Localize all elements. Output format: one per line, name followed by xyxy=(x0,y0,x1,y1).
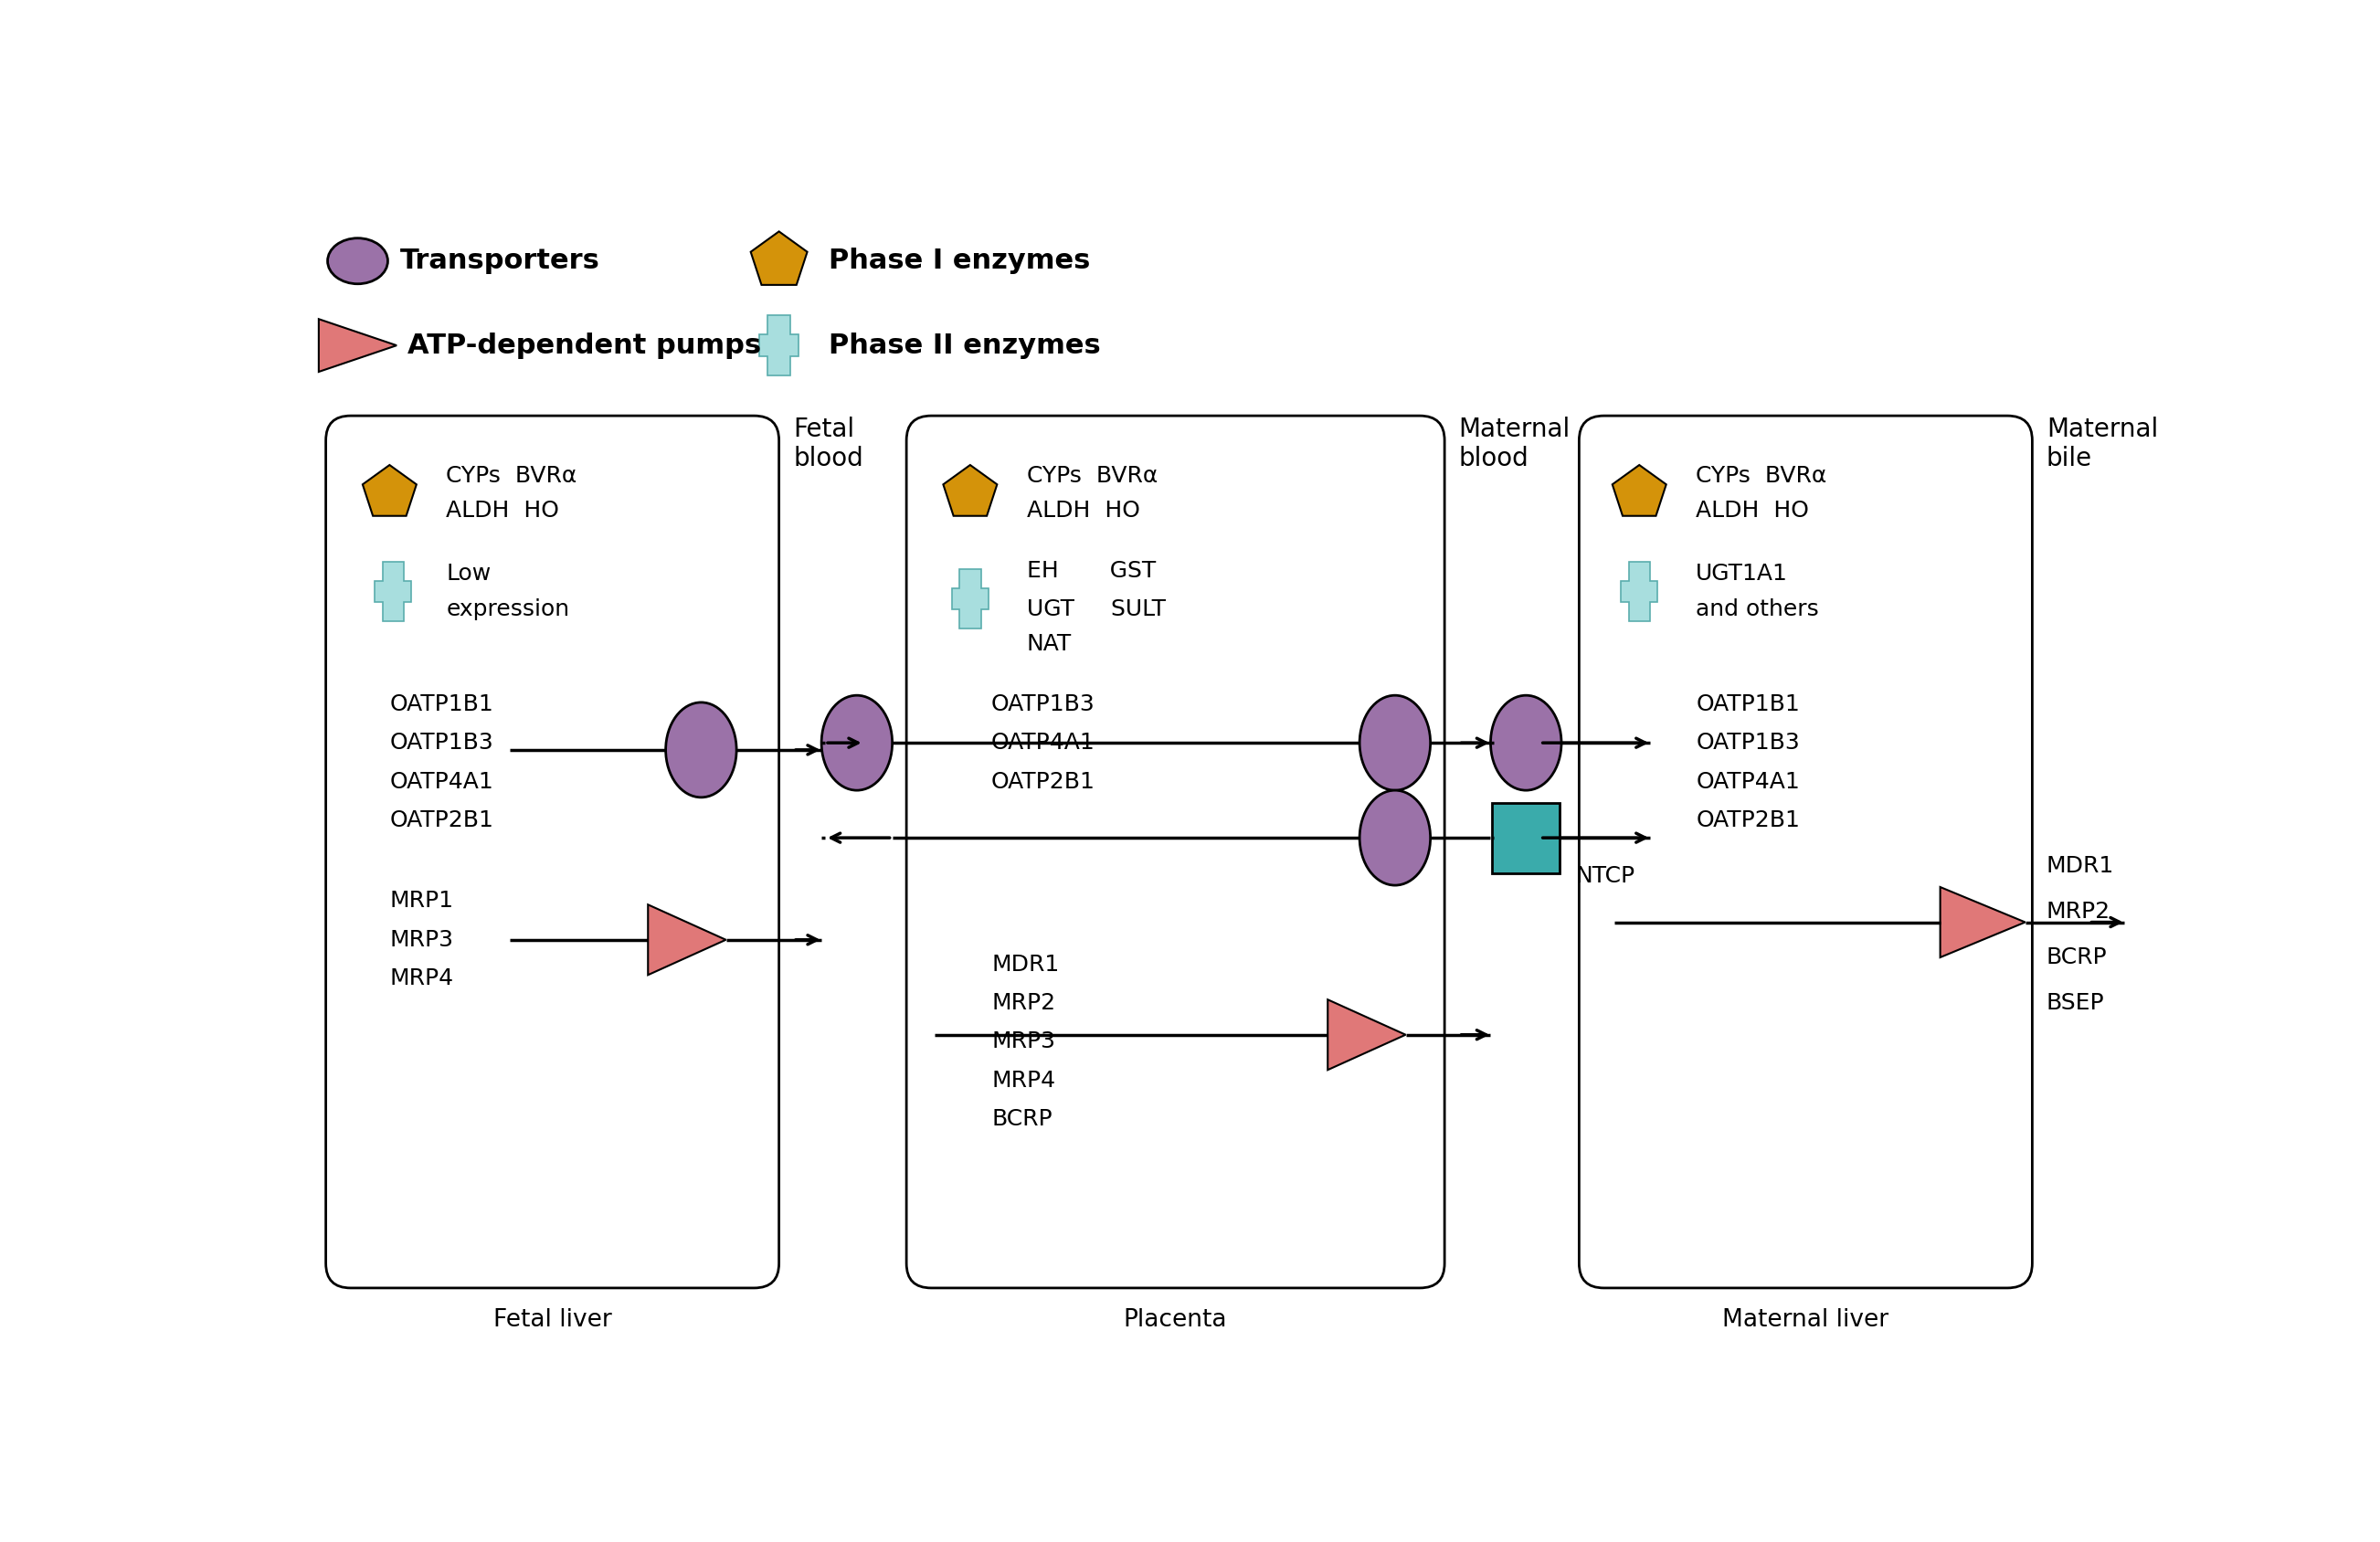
Text: OATP1B1: OATP1B1 xyxy=(1697,694,1799,715)
Polygon shape xyxy=(319,319,397,372)
Ellipse shape xyxy=(666,703,735,797)
Polygon shape xyxy=(1621,561,1659,621)
Text: EH       GST: EH GST xyxy=(1026,560,1157,581)
Polygon shape xyxy=(1611,466,1666,517)
Text: MRP1: MRP1 xyxy=(390,890,455,911)
Polygon shape xyxy=(1328,999,1407,1070)
Text: MRP4: MRP4 xyxy=(390,967,455,990)
Text: OATP1B3: OATP1B3 xyxy=(390,732,493,754)
Text: Placenta: Placenta xyxy=(1123,1308,1228,1331)
Bar xyxy=(1492,803,1559,873)
Polygon shape xyxy=(750,231,807,285)
Text: ALDH  HO: ALDH HO xyxy=(445,500,559,521)
Polygon shape xyxy=(942,466,997,517)
Text: UGT1A1: UGT1A1 xyxy=(1697,563,1787,584)
Polygon shape xyxy=(374,561,412,621)
Text: CYPs  BVRα: CYPs BVRα xyxy=(445,464,578,487)
Text: Phase I enzymes: Phase I enzymes xyxy=(828,248,1090,274)
FancyBboxPatch shape xyxy=(326,416,778,1288)
Text: MRP2: MRP2 xyxy=(992,992,1054,1015)
Text: Phase II enzymes: Phase II enzymes xyxy=(828,332,1100,359)
Polygon shape xyxy=(1940,887,2025,958)
Text: Maternal
blood: Maternal blood xyxy=(1459,416,1571,472)
Polygon shape xyxy=(647,905,726,975)
Text: Maternal liver: Maternal liver xyxy=(1723,1308,1890,1331)
Text: MDR1: MDR1 xyxy=(2047,854,2113,877)
Text: OATP2B1: OATP2B1 xyxy=(992,771,1095,793)
Text: OATP4A1: OATP4A1 xyxy=(1697,771,1799,793)
Text: OATP1B3: OATP1B3 xyxy=(1697,732,1799,754)
FancyBboxPatch shape xyxy=(1578,416,2033,1288)
Text: BSEP: BSEP xyxy=(2047,992,2104,1015)
Text: MRP4: MRP4 xyxy=(992,1070,1054,1092)
Polygon shape xyxy=(952,569,988,629)
Text: CYPs  BVRα: CYPs BVRα xyxy=(1026,464,1157,487)
Text: Transporters: Transporters xyxy=(400,248,600,274)
Text: NAT: NAT xyxy=(1026,634,1071,655)
Ellipse shape xyxy=(1359,791,1430,885)
Ellipse shape xyxy=(1359,695,1430,791)
Text: UGT     SULT: UGT SULT xyxy=(1026,598,1166,620)
Text: Low: Low xyxy=(445,563,490,584)
Text: MRP2: MRP2 xyxy=(2047,901,2111,922)
Text: OATP2B1: OATP2B1 xyxy=(390,810,493,831)
Ellipse shape xyxy=(821,695,892,791)
Text: ALDH  HO: ALDH HO xyxy=(1697,500,1809,521)
Text: Fetal
blood: Fetal blood xyxy=(793,416,864,472)
Text: ALDH  HO: ALDH HO xyxy=(1026,500,1140,521)
Polygon shape xyxy=(759,316,797,375)
Text: Fetal liver: Fetal liver xyxy=(493,1308,612,1331)
Text: expression: expression xyxy=(445,598,569,620)
Text: MRP3: MRP3 xyxy=(992,1030,1054,1053)
Text: MDR1: MDR1 xyxy=(992,953,1059,976)
Text: and others: and others xyxy=(1697,598,1818,620)
Text: Maternal
bile: Maternal bile xyxy=(2047,416,2159,472)
Text: MRP3: MRP3 xyxy=(390,928,455,951)
Text: NTCP: NTCP xyxy=(1576,865,1635,888)
Ellipse shape xyxy=(1490,695,1561,791)
Polygon shape xyxy=(362,466,416,517)
Text: OATP1B3: OATP1B3 xyxy=(992,694,1095,715)
Text: OATP4A1: OATP4A1 xyxy=(992,732,1095,754)
Text: OATP2B1: OATP2B1 xyxy=(1697,810,1799,831)
Text: CYPs  BVRα: CYPs BVRα xyxy=(1697,464,1828,487)
Text: BCRP: BCRP xyxy=(2047,947,2106,968)
Text: ATP-dependent pumps: ATP-dependent pumps xyxy=(407,332,762,359)
Text: OATP1B1: OATP1B1 xyxy=(390,694,493,715)
Text: BCRP: BCRP xyxy=(992,1109,1052,1130)
FancyBboxPatch shape xyxy=(907,416,1445,1288)
Text: OATP4A1: OATP4A1 xyxy=(390,771,493,793)
Ellipse shape xyxy=(328,237,388,284)
